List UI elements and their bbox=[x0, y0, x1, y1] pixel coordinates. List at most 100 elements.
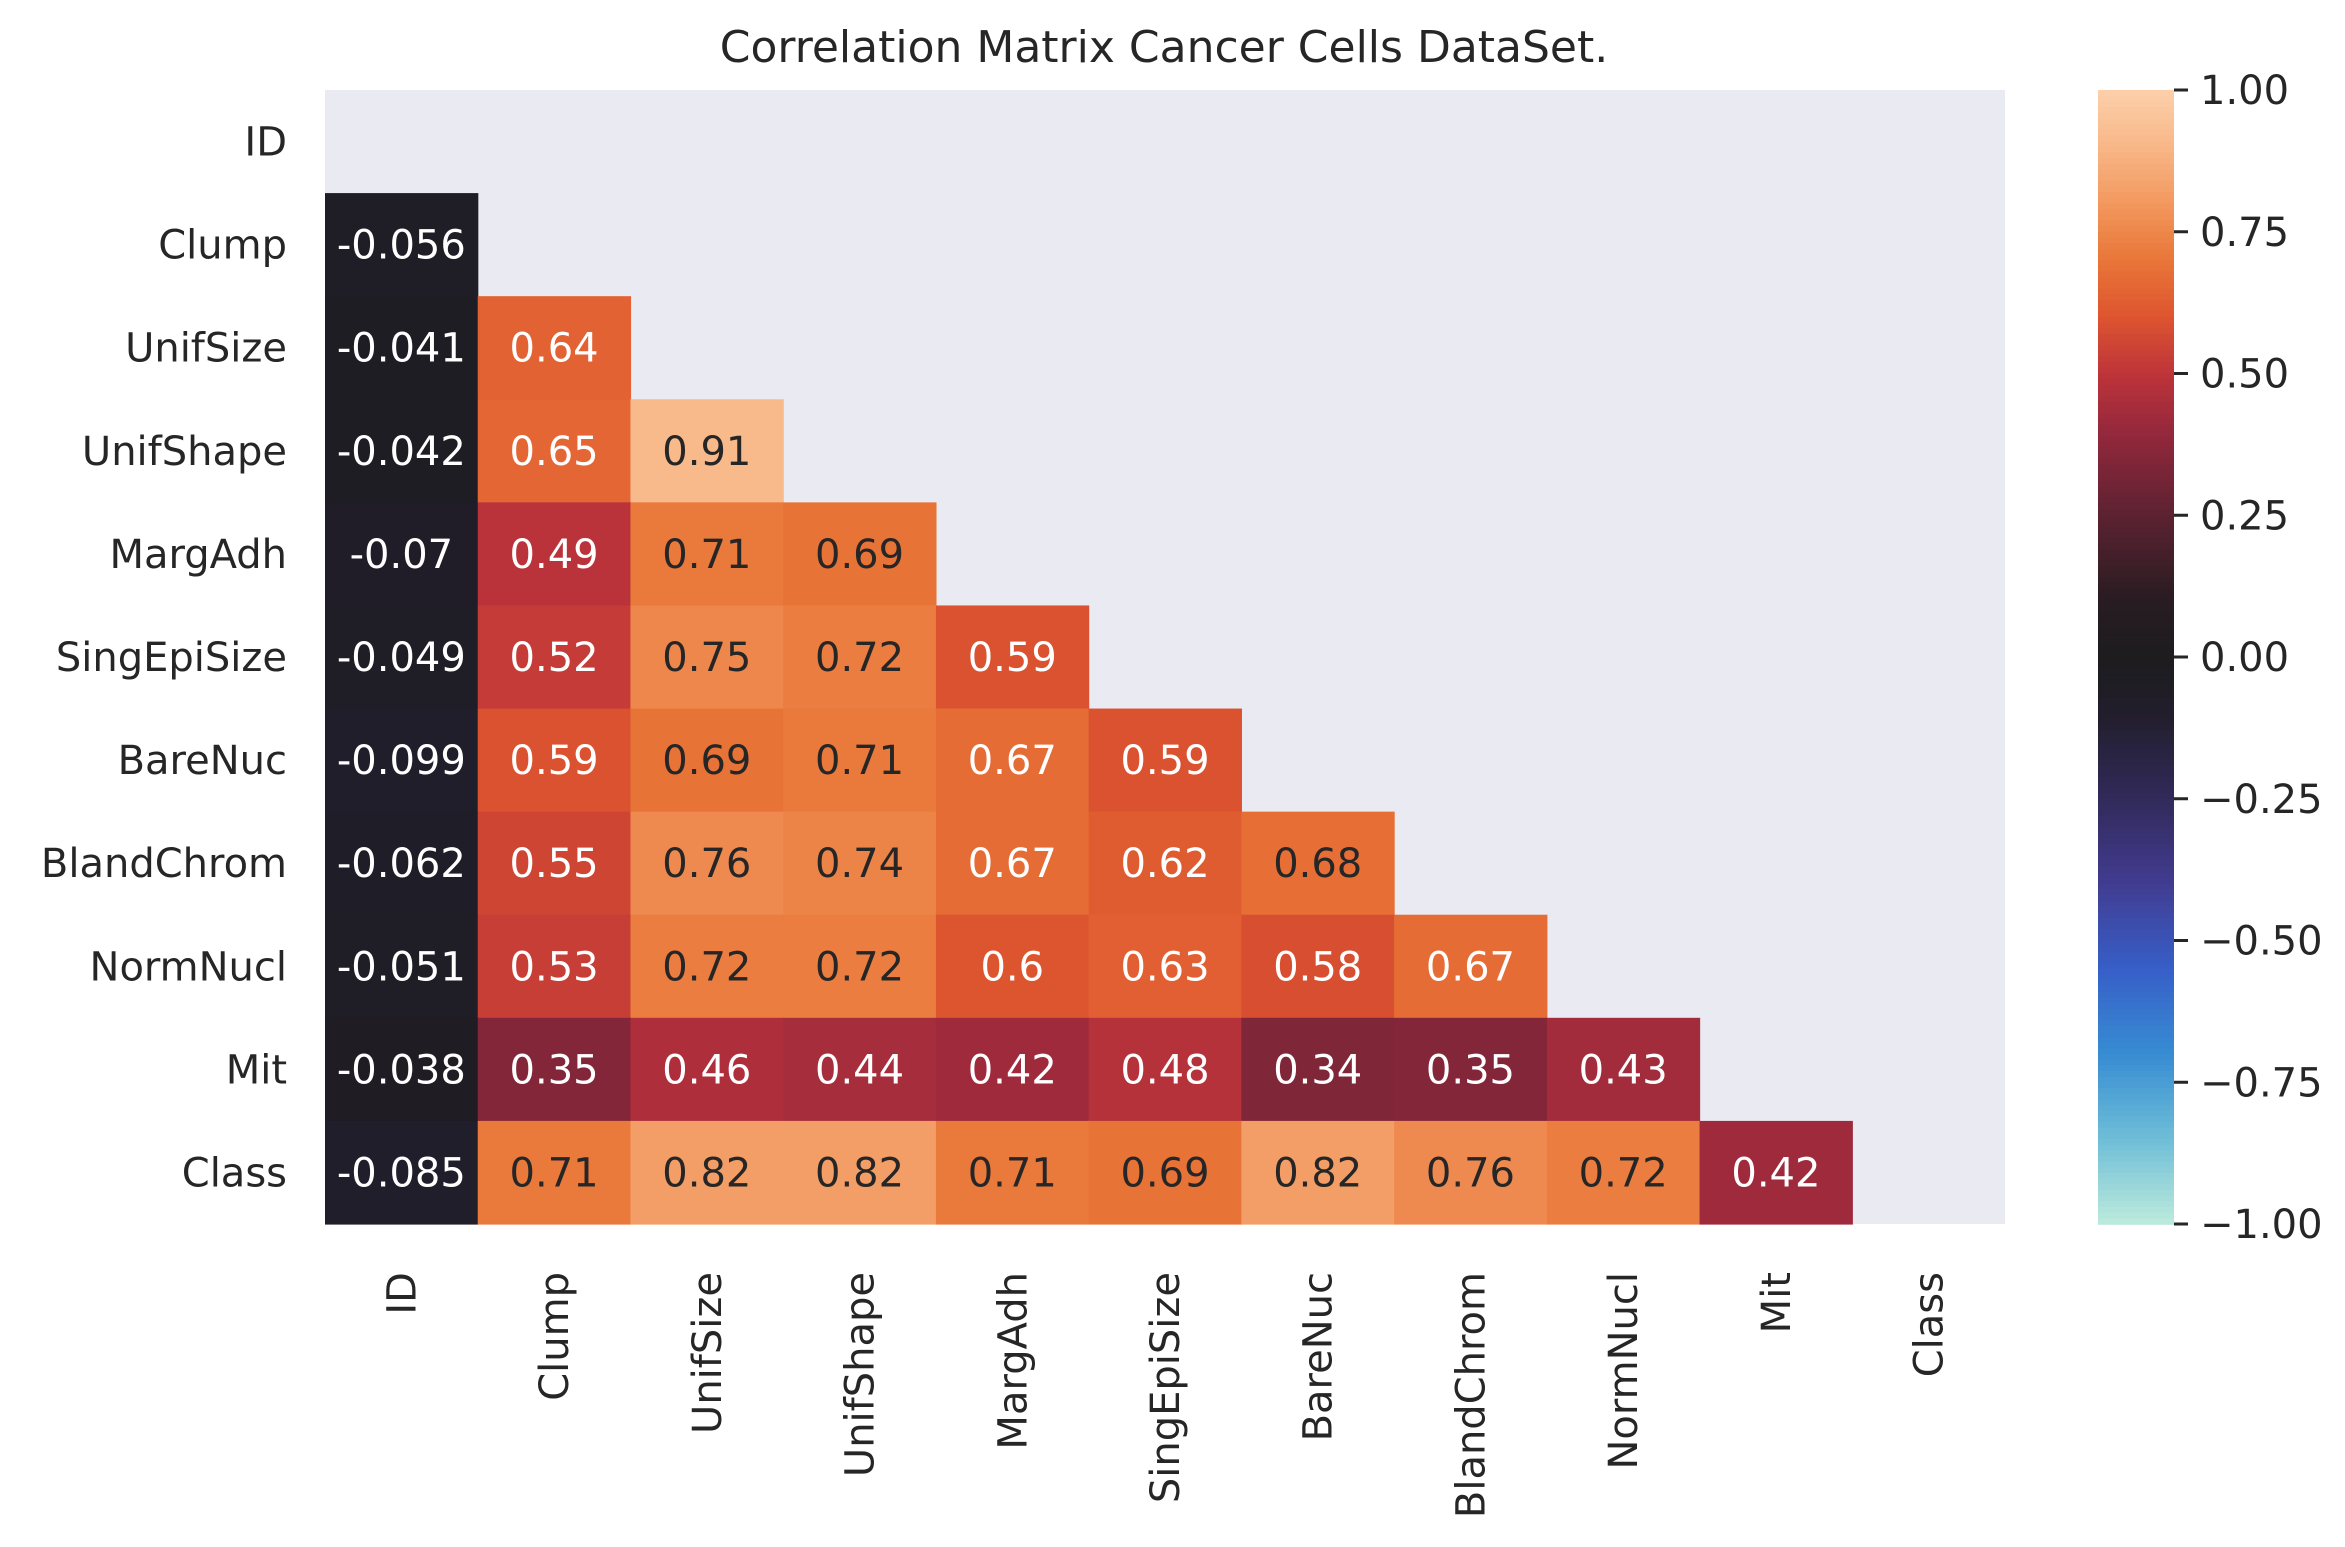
colorbar-segment bbox=[2098, 475, 2174, 483]
colorbar-segment bbox=[2098, 277, 2174, 284]
heatmap-cell bbox=[325, 296, 479, 400]
cell-value-label: 0.72 bbox=[815, 944, 904, 990]
heatmap-cell bbox=[783, 914, 937, 1019]
heatmap-cell bbox=[1546, 1120, 1701, 1225]
colorbar-segment bbox=[2098, 503, 2174, 511]
colorbar-segment bbox=[2098, 163, 2174, 171]
colorbar-segment bbox=[2098, 384, 2174, 392]
colorbar-segment bbox=[2098, 1019, 2174, 1027]
colorbar-tick-label: −0.75 bbox=[2200, 1060, 2323, 1106]
colorbar-segment bbox=[2098, 373, 2174, 380]
x-tick-label: Class bbox=[1907, 1272, 1953, 1377]
colorbar-segment bbox=[2098, 696, 2174, 704]
colorbar-segment bbox=[2098, 639, 2174, 647]
heatmap-cell bbox=[325, 1017, 479, 1122]
colorbar-segment bbox=[2098, 526, 2174, 534]
colorbar-segment bbox=[2098, 1082, 2174, 1089]
colorbar-segment bbox=[2098, 849, 2174, 857]
colorbar-segment bbox=[2098, 900, 2174, 908]
colorbar-tick-label: 0.75 bbox=[2200, 210, 2289, 256]
colorbar-segment bbox=[2098, 974, 2174, 981]
colorbar-segment bbox=[2098, 254, 2174, 261]
x-tick-label: BareNuc bbox=[1296, 1272, 1342, 1441]
colorbar-segment bbox=[2098, 946, 2174, 953]
colorbar-segment bbox=[2098, 866, 2174, 874]
colorbar-segment bbox=[2098, 1184, 2174, 1191]
colorbar-segment bbox=[2098, 628, 2174, 636]
colorbar-segment bbox=[2098, 441, 2174, 449]
heatmap-cell bbox=[325, 1120, 479, 1225]
colorbar-segment bbox=[2098, 118, 2174, 125]
cell-value-label: 0.72 bbox=[662, 944, 751, 990]
colorbar-segment bbox=[2098, 781, 2174, 789]
heatmap-cell bbox=[1088, 811, 1242, 916]
cell-value-label: 0.58 bbox=[1273, 944, 1362, 990]
cell-value-label: -0.049 bbox=[337, 635, 466, 681]
heatmap-cell bbox=[477, 914, 632, 1019]
colorbar-segment bbox=[2098, 980, 2174, 987]
colorbar-segment bbox=[2098, 1167, 2174, 1174]
cell-value-label: 0.91 bbox=[662, 429, 751, 475]
colorbar-segment bbox=[2098, 747, 2174, 755]
colorbar-segment bbox=[2098, 645, 2174, 653]
x-tick-label: UnifShape bbox=[838, 1272, 884, 1477]
colorbar-segment bbox=[2098, 957, 2174, 964]
heatmap-cell bbox=[1241, 811, 1395, 916]
colorbar-segment bbox=[2098, 537, 2174, 545]
colorbar-tick-label: −1.00 bbox=[2200, 1202, 2323, 1248]
colorbar-segment bbox=[2098, 617, 2174, 624]
heatmap-cell bbox=[935, 811, 1090, 916]
colorbar-segment bbox=[2098, 1014, 2174, 1021]
colorbar-segment bbox=[2098, 554, 2174, 562]
colorbar-segment bbox=[2098, 305, 2174, 312]
colorbar-segment bbox=[2098, 339, 2174, 346]
colorbar-segment bbox=[2098, 379, 2174, 386]
cell-value-label: -0.056 bbox=[337, 223, 466, 269]
colorbar-segment bbox=[2098, 515, 2174, 522]
colorbar-segment bbox=[2098, 674, 2174, 681]
heatmap-cell bbox=[325, 914, 479, 1019]
cell-value-label: 0.52 bbox=[510, 635, 599, 681]
colorbar-segment bbox=[2098, 1178, 2174, 1186]
heatmap-cell bbox=[477, 811, 632, 916]
heatmap-cell bbox=[1699, 1120, 1853, 1225]
colorbar-segment bbox=[2098, 770, 2174, 777]
colorbar-segment bbox=[2098, 594, 2174, 602]
cell-value-label: 0.67 bbox=[968, 738, 1057, 784]
cell-value-label: -0.041 bbox=[337, 326, 466, 372]
colorbar-segment bbox=[2098, 725, 2174, 732]
cell-value-label: -0.042 bbox=[337, 429, 466, 475]
colorbar-segment bbox=[2098, 691, 2174, 698]
cell-value-label: 0.35 bbox=[1426, 1047, 1515, 1093]
colorbar-segment bbox=[2098, 95, 2174, 103]
colorbar-segment bbox=[2098, 549, 2174, 556]
colorbar-tick-label: 0.25 bbox=[2200, 493, 2289, 539]
colorbar-segment bbox=[2098, 345, 2174, 352]
colorbar-segment bbox=[2098, 855, 2174, 862]
colorbar-segment bbox=[2098, 1110, 2174, 1118]
heatmap-cell bbox=[1546, 1017, 1701, 1122]
cell-value-label: 0.72 bbox=[815, 635, 904, 681]
colorbar-segment bbox=[2098, 679, 2174, 687]
colorbar-segment bbox=[2098, 299, 2174, 307]
colorbar-segment bbox=[2098, 1133, 2174, 1140]
colorbar-segment bbox=[2098, 124, 2174, 131]
colorbar-tick-label: 0.50 bbox=[2200, 352, 2289, 398]
cell-value-label: 0.82 bbox=[815, 1150, 904, 1196]
colorbar-segment bbox=[2098, 1076, 2174, 1084]
colorbar-segment bbox=[2098, 509, 2174, 517]
heatmap-cell bbox=[1241, 914, 1395, 1019]
cell-value-label: 0.69 bbox=[662, 738, 751, 784]
x-tick-label: SingEpiSize bbox=[1143, 1272, 1189, 1503]
colorbar-segment bbox=[2098, 180, 2174, 188]
colorbar-segment bbox=[2098, 793, 2174, 800]
colorbar-segment bbox=[2098, 271, 2174, 278]
colorbar-segment bbox=[2098, 787, 2174, 794]
colorbar-segment bbox=[2098, 1155, 2174, 1163]
colorbar-segment bbox=[2098, 832, 2174, 840]
colorbar-segment bbox=[2098, 458, 2174, 466]
colorbar-segment bbox=[2098, 243, 2174, 250]
colorbar-segment bbox=[2098, 543, 2174, 551]
heatmap-cell bbox=[477, 1120, 632, 1225]
